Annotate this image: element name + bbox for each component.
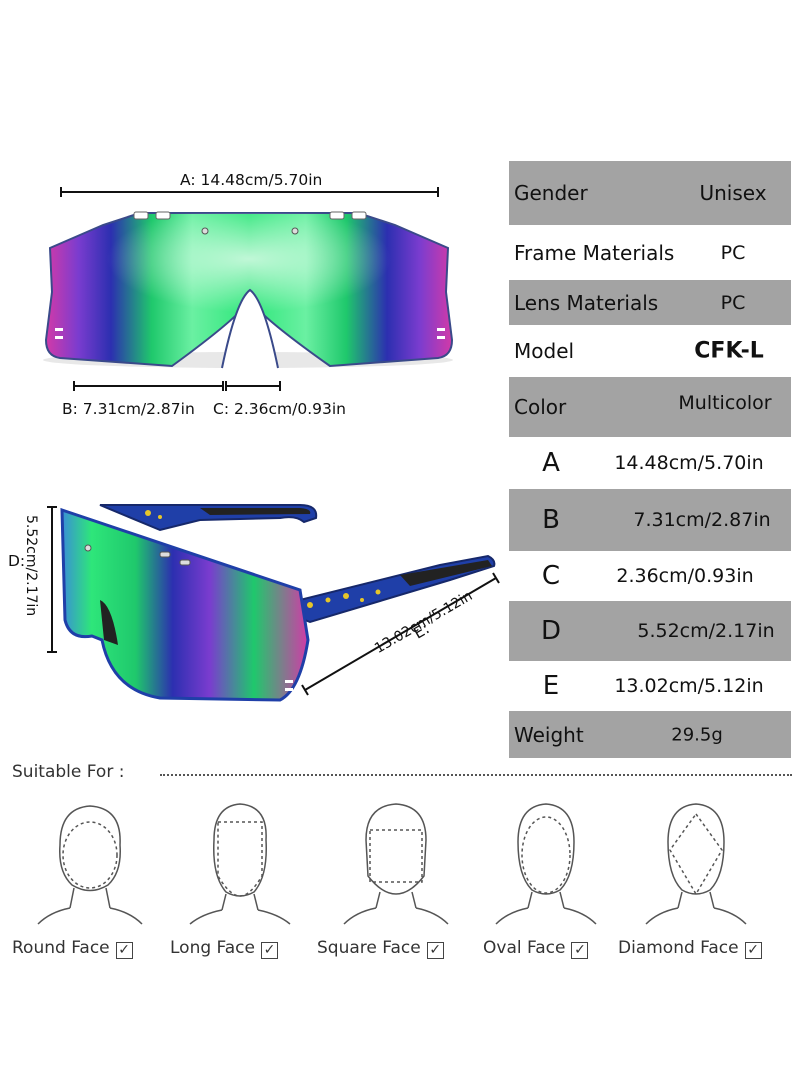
checkbox-checked-icon: ✓: [744, 942, 762, 959]
spec-row-color: Color Multicolor: [509, 377, 791, 437]
spec-row-lens-materials: Lens Materials PC: [509, 280, 791, 325]
spec-value: PC: [720, 291, 746, 314]
face-label-text: Long Face: [170, 938, 255, 958]
spec-row-e: E 13.02cm/5.12in: [509, 661, 791, 711]
spec-value: 29.5g: [671, 724, 723, 745]
spec-key: Color: [514, 395, 567, 419]
spec-key: Lens Materials: [514, 290, 659, 315]
spec-value: 14.48cm/5.70in: [614, 452, 764, 474]
spec-row-a: A 14.48cm/5.70in: [509, 437, 791, 489]
spec-row-b: B 7.31cm/2.87in: [509, 489, 791, 551]
checkbox-checked-icon: ✓: [426, 942, 444, 959]
spec-value: Multicolor: [678, 392, 772, 415]
suitable-for-title: Suitable For :: [12, 762, 125, 782]
spec-row-weight: Weight 29.5g: [509, 711, 791, 758]
diamond-face-icon: [645, 803, 747, 925]
spec-value: 13.02cm/5.12in: [614, 675, 764, 697]
dimension-d-label: 5.52cm/2.17in: [23, 515, 39, 617]
long-face-icon: [189, 803, 291, 925]
checkbox-checked-icon: ✓: [115, 942, 133, 959]
checkbox-checked-icon: ✓: [260, 942, 278, 959]
face-label-text: Round Face: [12, 938, 110, 958]
spec-value: Unisex: [699, 181, 767, 205]
spec-key: Weight: [514, 722, 584, 747]
spec-row-gender: Gender Unisex: [509, 161, 791, 225]
spec-row-c: C 2.36cm/0.93in: [509, 551, 791, 601]
round-face-icon: [37, 805, 143, 925]
face-label-text: Diamond Face: [618, 938, 739, 958]
spec-row-frame-materials: Frame Materials PC: [509, 225, 791, 280]
face-label-square: Square Face ✓: [317, 938, 444, 959]
spec-value: 7.31cm/2.87in: [633, 509, 771, 531]
dimension-c-label: C: 2.36cm/0.93in: [213, 400, 346, 418]
dotted-divider: [160, 774, 792, 776]
spec-value: 5.52cm/2.17in: [637, 620, 775, 642]
spec-value: 2.36cm/0.93in: [616, 565, 754, 587]
spec-key: Model: [514, 339, 575, 363]
dimension-a-label: A: 14.48cm/5.70in: [180, 171, 323, 189]
front-view-glasses: [43, 211, 454, 369]
spec-key: C: [541, 561, 561, 591]
face-label-diamond: Diamond Face ✓: [618, 938, 762, 959]
face-label-text: Square Face: [317, 938, 421, 958]
spec-row-model: Model CFK-L: [509, 325, 791, 377]
face-label-round: Round Face ✓: [12, 938, 133, 959]
checkbox-checked-icon: ✓: [571, 942, 589, 959]
oval-face-icon: [495, 803, 597, 925]
spec-row-d: D 5.52cm/2.17in: [509, 601, 791, 661]
dimension-d-letter: D:: [8, 552, 26, 570]
face-label-long: Long Face ✓: [170, 938, 278, 959]
dimension-b-label: B: 7.31cm/2.87in: [62, 400, 195, 418]
spec-key: E: [542, 671, 560, 701]
square-face-icon: [343, 803, 449, 925]
dimension-lines-front: [60, 187, 439, 391]
spec-value: CFK-L: [694, 338, 764, 364]
face-label-oval: Oval Face ✓: [483, 938, 589, 959]
spec-key: Frame Materials: [514, 240, 675, 265]
spec-key: D: [540, 616, 562, 646]
face-label-text: Oval Face: [483, 938, 566, 958]
spec-key: B: [542, 505, 560, 535]
side-view-glasses: [60, 504, 496, 702]
spec-key: Gender: [514, 181, 588, 205]
dimension-lines-side: [47, 506, 500, 696]
spec-key: A: [542, 448, 560, 478]
spec-value: PC: [720, 241, 746, 264]
